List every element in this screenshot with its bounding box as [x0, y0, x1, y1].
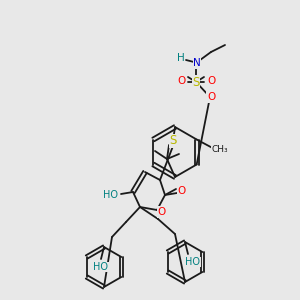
Text: O: O [158, 207, 166, 217]
Text: HO: HO [94, 262, 109, 272]
Text: HO: HO [185, 257, 200, 267]
Text: HO: HO [103, 190, 118, 200]
Text: CH₃: CH₃ [211, 145, 228, 154]
Text: S: S [192, 76, 200, 88]
Text: O: O [207, 92, 215, 102]
Text: O: O [207, 76, 215, 86]
Text: S: S [169, 134, 177, 148]
Text: H: H [177, 53, 185, 63]
Text: O: O [177, 76, 185, 86]
Text: O: O [178, 186, 186, 196]
Text: N: N [193, 58, 201, 68]
